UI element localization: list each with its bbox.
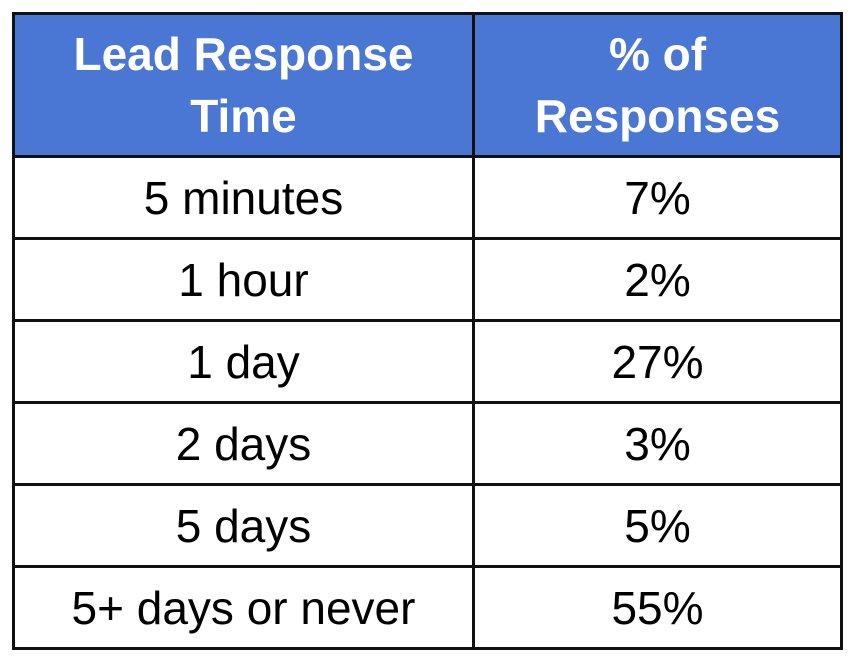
cell-percent: 3%: [472, 401, 843, 486]
cell-percent: 7%: [472, 155, 843, 240]
header-row: Lead Response Time % of Responses: [12, 12, 843, 158]
header-lead-response-time-line-1: Lead Response: [73, 28, 414, 80]
cell-percent: 5%: [472, 483, 843, 568]
header-percent-of-responses-line-2: Responses: [534, 90, 781, 142]
cell-percent: 27%: [472, 319, 843, 404]
header-lead-response-time-line-2: Time: [190, 90, 297, 142]
table-row: 5 minutes 7%: [12, 155, 843, 240]
cell-response-time: 5+ days or never: [12, 565, 475, 650]
table-header: Lead Response Time % of Responses: [12, 12, 843, 158]
table-row: 1 day 27%: [12, 319, 843, 404]
table-row: 2 days 3%: [12, 401, 843, 486]
cell-response-time: 2 days: [12, 401, 475, 486]
table-row: 5 days 5%: [12, 483, 843, 568]
header-percent-of-responses: % of Responses: [472, 12, 843, 158]
table-body: 5 minutes 7% 1 hour 2% 1 day 27% 2 days …: [12, 155, 843, 650]
cell-response-time: 1 day: [12, 319, 475, 404]
header-percent-of-responses-line-1: % of: [608, 28, 707, 80]
cell-percent: 55%: [472, 565, 843, 650]
cell-response-time: 1 hour: [12, 237, 475, 322]
header-lead-response-time: Lead Response Time: [12, 12, 475, 158]
cell-response-time: 5 days: [12, 483, 475, 568]
table-row: 1 hour 2%: [12, 237, 843, 322]
table-row: 5+ days or never 55%: [12, 565, 843, 650]
cell-percent: 2%: [472, 237, 843, 322]
response-time-table: Lead Response Time % of Responses 5 minu…: [12, 12, 843, 650]
cell-response-time: 5 minutes: [12, 155, 475, 240]
